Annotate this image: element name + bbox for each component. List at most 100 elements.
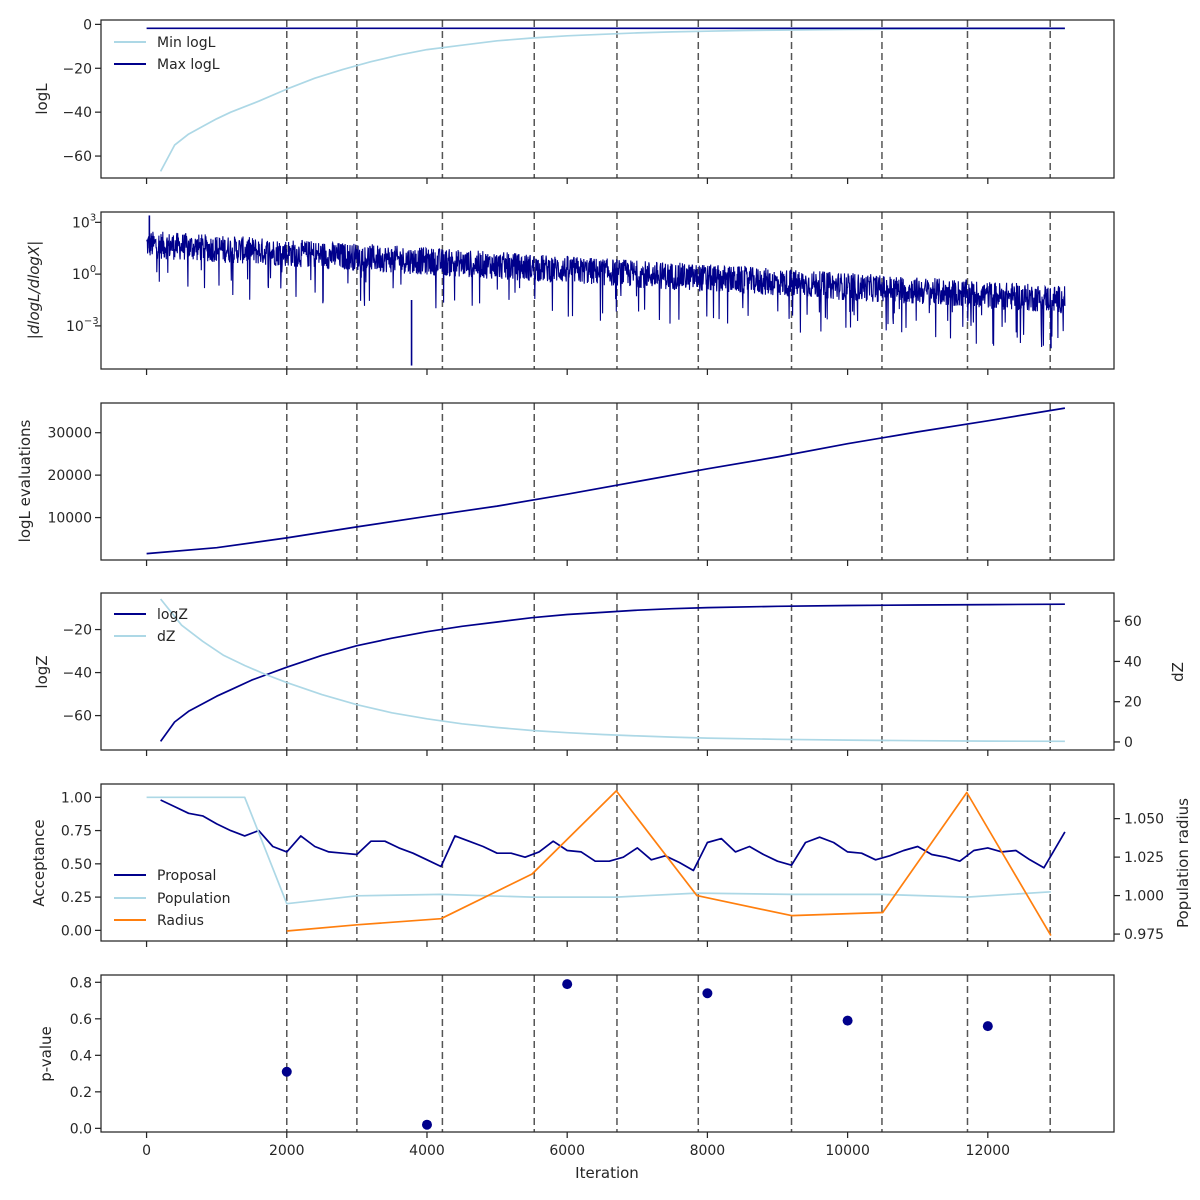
legend-label-population: Population <box>157 891 231 907</box>
legend: logZ dZ <box>114 607 188 645</box>
y-tick-label: 0 <box>83 17 92 33</box>
y-ticks: 0 −20 −40 −60 <box>62 17 101 165</box>
series-line-logl-evaluations <box>146 407 1066 555</box>
series-group <box>146 215 1066 366</box>
x-ticks <box>145 560 989 566</box>
x-tick-label: 4000 <box>409 1143 445 1159</box>
y-tick-label: 30000 <box>47 426 92 442</box>
y-tick-label: −60 <box>62 149 92 165</box>
series-group <box>281 979 993 1130</box>
y-tick-label-right: 1.025 <box>1124 850 1164 866</box>
y-tick-label: 10000 <box>47 511 92 527</box>
panel-pvalue: 0.8 0.6 0.4 0.2 0.0 0 2000 4000 6000 8000 10000 12… <box>37 974 1115 1182</box>
y-tick-label-right: 0.975 <box>1124 927 1164 943</box>
y-tick-label: −40 <box>62 666 92 682</box>
y-tick-label-right: 1.000 <box>1124 889 1164 905</box>
series-line-dz <box>159 598 1065 743</box>
x-ticks <box>145 941 989 947</box>
y-tick-label-right: 0 <box>1124 735 1133 751</box>
y-tick-label: −40 <box>62 105 92 121</box>
y-axis-label: logL <box>33 83 51 115</box>
x-tick-label: 6000 <box>549 1143 585 1159</box>
legend-label-logz: logZ <box>157 607 188 623</box>
data-point <box>702 988 713 999</box>
x-ticks <box>145 178 989 184</box>
y-tick-label-right: 1.050 <box>1124 812 1164 828</box>
y-axis-label: Acceptance <box>30 819 48 906</box>
x-ticks: 0 2000 4000 6000 8000 10000 12000 <box>142 1132 1010 1159</box>
y-tick-label: 0.8 <box>70 975 92 991</box>
y-axis-label-right: dZ <box>1169 662 1187 682</box>
y-tick-label: 0.6 <box>70 1012 92 1028</box>
x-tick-label: 2000 <box>269 1143 305 1159</box>
panel-dlogl: 103 100 10−3 |dlogL/dlogX| <box>25 211 1115 375</box>
legend-label-radius: Radius <box>157 913 204 929</box>
legend: Min logL Max logL <box>114 35 220 73</box>
series-line-logz <box>159 603 1065 742</box>
y-axis-label: p-value <box>37 1026 55 1082</box>
axes-frame <box>100 211 1115 370</box>
series-group <box>146 27 1065 172</box>
series-line-radius <box>286 790 1052 937</box>
y-tick-label: 0.2 <box>70 1085 92 1101</box>
y-ticks: −20 −40 −60 <box>62 623 101 725</box>
vlines-group <box>286 975 1051 1132</box>
series-line-proposal <box>160 799 1066 872</box>
x-tick-label: 8000 <box>690 1143 726 1159</box>
x-tick-label: 10000 <box>825 1143 870 1159</box>
panel-loglikelihood: 0 −20 −40 −60 logL Min logL Max logL <box>33 17 1115 184</box>
data-point <box>421 1119 432 1130</box>
y-axis-label: logL evaluations <box>16 419 34 542</box>
data-point <box>562 979 573 990</box>
y-axis-label: logZ <box>33 655 51 688</box>
data-point <box>982 1021 993 1032</box>
vlines-group <box>286 403 1051 560</box>
legend: Proposal Population Radius <box>114 868 231 929</box>
y-tick-label-right: 60 <box>1124 614 1142 630</box>
panel-evaluations: 10000 20000 30000 logL evaluations <box>16 402 1115 566</box>
x-tick-label: 12000 <box>966 1143 1011 1159</box>
series-line-population <box>146 796 1051 905</box>
y-tick-label: 0.0 <box>70 1121 92 1137</box>
series-group <box>146 790 1066 937</box>
axes-frame <box>100 19 1115 179</box>
legend-label-max-logl: Max logL <box>157 57 220 73</box>
vlines-group <box>286 20 1051 178</box>
legend-label-dz: dZ <box>157 629 175 645</box>
axes-frame <box>100 592 1115 751</box>
y-tick-label: 0.25 <box>61 890 92 906</box>
y-tick-label: −20 <box>62 623 92 639</box>
axes-frame <box>100 974 1115 1133</box>
y-tick-label: 103 <box>72 212 96 231</box>
legend-label-proposal: Proposal <box>157 868 216 884</box>
series-group <box>159 598 1065 743</box>
panel-evidence: −20 −40 −60 0 20 40 60 logZ dZ logZ dZ <box>33 592 1187 756</box>
y-tick-label: 0.00 <box>61 923 92 939</box>
data-point <box>281 1066 292 1077</box>
axes-frame <box>100 783 1115 942</box>
series-group <box>146 407 1066 555</box>
y-tick-label: 0.4 <box>70 1048 92 1064</box>
y-tick-label: −20 <box>62 61 92 77</box>
y-ticks: 0.8 0.6 0.4 0.2 0.0 <box>70 975 101 1137</box>
y-tick-label-right: 40 <box>1124 654 1142 670</box>
legend-label-min-logl: Min logL <box>157 35 216 51</box>
x-ticks <box>145 750 989 756</box>
series-line-min-logl <box>159 27 1065 172</box>
y-ticks-right: 0 20 40 60 <box>1114 614 1142 751</box>
x-tick-label: 0 <box>142 1143 151 1159</box>
y-tick-label: 100 <box>72 264 96 283</box>
vlines-group <box>286 593 1051 750</box>
panel-acceptance: 1.00 0.75 0.50 0.25 0.00 1.050 1.025 1.000 0.97… <box>30 783 1192 947</box>
y-axis-label: |dlogL/dlogX| <box>25 241 43 340</box>
y-ticks: 10000 20000 30000 <box>47 426 101 527</box>
y-axis-label-right: Population radius <box>1174 798 1192 928</box>
y-tick-label: 20000 <box>47 468 92 484</box>
x-ticks <box>145 369 989 375</box>
y-ticks: 103 100 10−3 <box>66 212 101 335</box>
data-point <box>842 1015 853 1026</box>
y-ticks: 1.00 0.75 0.50 0.25 0.00 <box>61 790 101 939</box>
y-tick-label: −60 <box>62 709 92 725</box>
y-tick-label-right: 20 <box>1124 695 1142 711</box>
